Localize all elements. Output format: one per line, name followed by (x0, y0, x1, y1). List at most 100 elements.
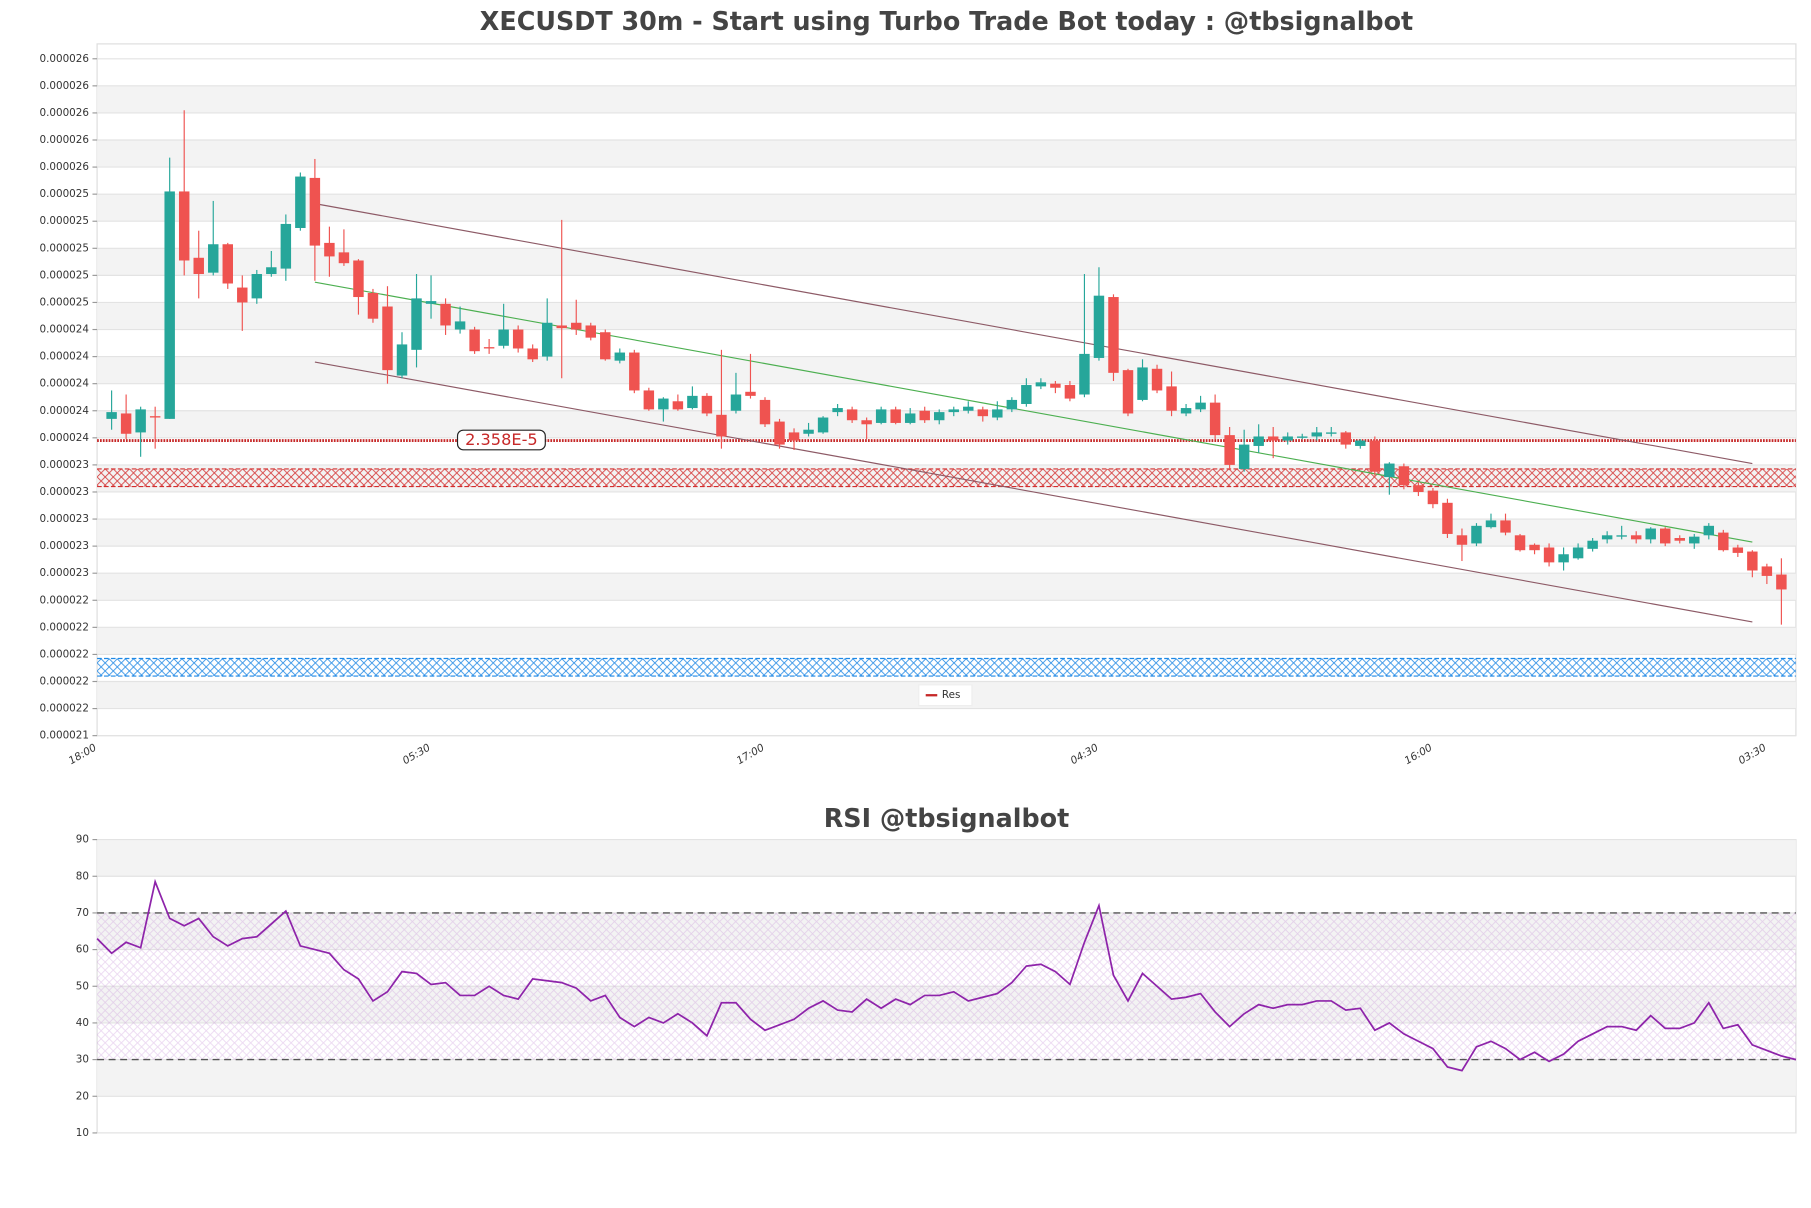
candle-body (788, 432, 800, 441)
candle-body (367, 292, 379, 319)
y-tick-label: 0.000026 (39, 80, 89, 92)
candle-body (1645, 528, 1656, 540)
candle-body (585, 325, 596, 338)
candle-body (890, 409, 901, 423)
candle-body (1543, 547, 1555, 563)
y-tick-label: 0.000025 (39, 242, 89, 254)
candle-body (425, 301, 437, 304)
candle-body (338, 252, 350, 264)
candle-body (687, 395, 698, 409)
candle-body (1471, 525, 1482, 544)
candle-body (1674, 538, 1685, 541)
zone (97, 658, 1796, 677)
legend-label: Res (942, 689, 961, 701)
zone (97, 468, 1796, 487)
candle-body (774, 421, 785, 445)
candle-body (295, 176, 306, 228)
candle-body (1166, 386, 1177, 411)
candle-body (1238, 444, 1250, 469)
candle-body (512, 329, 524, 349)
candle-body (643, 390, 655, 410)
y-tick-label: 10 (76, 1127, 89, 1139)
candle-body (1035, 382, 1047, 387)
candle-body (948, 409, 959, 413)
candle-body (1398, 466, 1410, 486)
y-tick-label: 0.000026 (39, 107, 89, 119)
candle-body (1529, 544, 1540, 551)
y-tick-label: 0.000024 (39, 432, 89, 444)
grid-band (97, 839, 1796, 877)
y-tick-label: 0.000022 (39, 594, 89, 606)
candle-body (1151, 368, 1163, 391)
candle-body (1747, 551, 1758, 571)
candle-body (1456, 535, 1468, 545)
candle-body (672, 401, 684, 410)
y-tick-label: 0.000023 (39, 540, 89, 552)
y-tick-label: 0.000023 (39, 513, 89, 525)
grid-band (97, 356, 1796, 384)
candle-body (730, 394, 742, 411)
candle-body (1137, 367, 1148, 400)
candle-body (1660, 528, 1671, 544)
y-tick-label: 0.000022 (39, 676, 89, 688)
candle-body (1558, 554, 1569, 563)
y-tick-label: 70 (76, 907, 89, 919)
candle-body (1514, 535, 1526, 551)
y-tick-label: 0.000022 (39, 621, 89, 633)
candle-body (1064, 385, 1076, 399)
candle-body (469, 329, 480, 352)
candle-body (934, 412, 945, 421)
y-tick-label: 0.000023 (39, 486, 89, 498)
candle-body (541, 322, 553, 357)
y-tick-label: 40 (76, 1017, 89, 1029)
candle-body (353, 260, 364, 298)
candle-body (266, 267, 277, 275)
candle-body (1108, 297, 1119, 373)
grid-band (97, 140, 1796, 168)
candle-body (1384, 463, 1395, 478)
candle-body (701, 395, 713, 414)
candle-body (1616, 535, 1627, 537)
candle-body (1630, 535, 1642, 540)
candle-body (977, 409, 989, 417)
candle-body (1195, 402, 1206, 410)
y-tick-label: 0.000026 (39, 134, 89, 146)
candle-body (1297, 436, 1308, 438)
candle-body (411, 298, 422, 350)
candle-body (716, 414, 727, 437)
candle-body (861, 420, 872, 425)
grid-band (97, 627, 1796, 655)
candle-body (1253, 436, 1264, 446)
candle-body (483, 347, 495, 349)
y-tick-label: 0.000023 (39, 567, 89, 579)
grid-band (97, 519, 1796, 547)
candle-body (193, 257, 204, 275)
y-tick-label: 0.000022 (39, 703, 89, 715)
candle-body (1572, 547, 1584, 559)
candle-body (1718, 532, 1729, 551)
candle-body (324, 242, 335, 257)
candle-body (149, 416, 161, 418)
candle-body (280, 223, 292, 269)
candle-body (1282, 436, 1293, 441)
grid-band (97, 248, 1796, 276)
y-tick-label: 80 (76, 870, 89, 882)
candle-body (1601, 535, 1613, 540)
candle-body (382, 306, 393, 371)
candle-body (208, 244, 219, 273)
candle-body (1689, 536, 1700, 544)
price-label-box (456, 429, 546, 451)
y-tick-label: 0.000024 (39, 324, 89, 336)
candle-body (178, 191, 190, 261)
trend-line (314, 281, 1753, 543)
trend-line (314, 203, 1753, 465)
candle-body (1442, 502, 1453, 534)
y-tick-label: 0.000026 (39, 53, 89, 65)
grid-band (97, 302, 1796, 330)
y-tick-label: 0.000026 (39, 161, 89, 173)
candle-body (440, 303, 451, 326)
candle-body (164, 191, 175, 419)
rsi-line (96, 878, 1797, 1072)
candle-body (1122, 370, 1134, 414)
grid-band (97, 410, 1796, 438)
